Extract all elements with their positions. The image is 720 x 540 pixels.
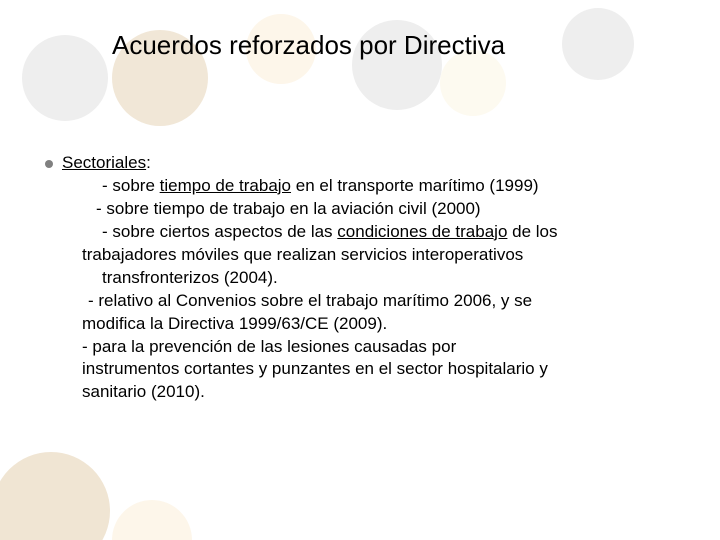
content-line: sanitario (2010). [62, 381, 672, 404]
content-line: modifica la Directiva 1999/63/CE (2009). [62, 313, 672, 336]
content-line: - sobre tiempo de trabajo en la aviación… [62, 198, 672, 221]
decor-circle [22, 35, 108, 121]
line-prefix: - sobre ciertos aspectos de las [102, 222, 337, 241]
content-lines: - sobre tiempo de trabajo en el transpor… [62, 175, 672, 404]
slide-title: Acuerdos reforzados por Directiva [112, 30, 505, 61]
content-line: - sobre tiempo de trabajo en el transpor… [62, 175, 672, 198]
decor-circle [0, 452, 110, 540]
line-prefix: trabajadores móviles que realizan servic… [82, 245, 523, 264]
decor-circle [112, 500, 192, 540]
line-underline: tiempo de trabajo [160, 176, 291, 195]
bullet-icon [45, 160, 53, 168]
line-prefix: - sobre [102, 176, 160, 195]
line-prefix: - sobre tiempo de trabajo en la aviación… [96, 199, 481, 218]
content-line: - sobre ciertos aspectos de las condicio… [62, 221, 672, 244]
line-prefix: - para la prevención de las lesiones cau… [82, 337, 456, 356]
line-rest: de los [507, 222, 557, 241]
line-prefix: sanitario (2010). [82, 382, 205, 401]
content-line: - relativo al Convenios sobre el trabajo… [62, 290, 672, 313]
line-prefix: instrumentos cortantes y punzantes en el… [82, 359, 548, 378]
content-heading: Sectoriales: [62, 152, 672, 175]
heading-text: Sectoriales [62, 153, 146, 172]
decor-circle [562, 8, 634, 80]
content-line: trabajadores móviles que realizan servic… [62, 244, 672, 267]
content-line: transfronterizos (2004). [62, 267, 672, 290]
content-line: - para la prevención de las lesiones cau… [62, 336, 672, 359]
heading-colon: : [146, 153, 151, 172]
line-underline: condiciones de trabajo [337, 222, 507, 241]
content-line: instrumentos cortantes y punzantes en el… [62, 358, 672, 381]
line-prefix: transfronterizos (2004). [102, 268, 278, 287]
line-prefix: - relativo al Convenios sobre el trabajo… [88, 291, 532, 310]
line-rest: en el transporte marítimo (1999) [291, 176, 539, 195]
content-block: Sectoriales: - sobre tiempo de trabajo e… [62, 152, 672, 404]
line-prefix: modifica la Directiva 1999/63/CE (2009). [82, 314, 387, 333]
